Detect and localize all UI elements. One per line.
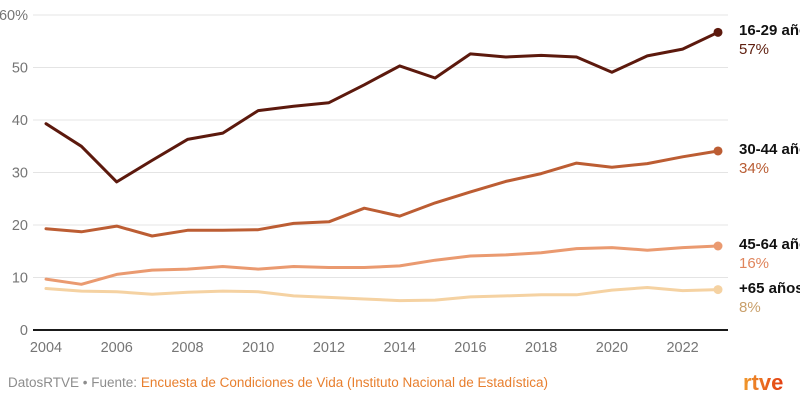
series-label-65plus: +65 años 8%: [739, 279, 800, 317]
series-endpoint-dot-45-64-a-os: [713, 241, 723, 251]
rtve-logo: rtve: [743, 370, 783, 395]
series-value-30-44: 34%: [739, 159, 770, 177]
series-name-65plus: +65 años: [739, 279, 800, 297]
series-name-30-44: 30-44 años: [739, 140, 800, 158]
y-tick-label: 20: [12, 218, 28, 234]
series-label-30-44: 30-44 años 34%: [739, 140, 800, 178]
series-label-16-29: 16-29 años 57%: [739, 21, 800, 59]
series-endpoint-dot-+65-a-os: [713, 285, 723, 295]
series-name-16-29: 16-29 años: [739, 22, 800, 40]
x-tick-label: 2010: [242, 340, 274, 356]
x-tick-label: 2022: [666, 340, 698, 356]
series-line-+65-a-os: [44, 286, 720, 303]
series-value-65plus: 8%: [739, 298, 761, 316]
footer: DatosRTVE • Fuente: Encuesta de Condicio…: [0, 362, 800, 403]
series-name-45-64: 45-64 años: [739, 236, 800, 253]
series-endpoint-dot-16-29-a-os: [713, 27, 723, 37]
series-value-16-29: 57%: [739, 41, 770, 59]
series-value-45-64: 16%: [739, 255, 770, 272]
series-line-30-44-a-os: [44, 149, 720, 238]
source-link[interactable]: Encuesta de Condiciones de Vida (Institu…: [140, 375, 549, 390]
y-tick-label: 50: [12, 61, 28, 77]
y-tick-label: 60%: [0, 8, 28, 24]
x-tick-label: 2006: [101, 340, 133, 356]
series-line-16-29-a-os: [44, 30, 720, 184]
source-credit: DatosRTVE • Fuente: Encuesta de Condicio…: [8, 375, 548, 390]
x-tick-label: 2018: [525, 340, 557, 356]
series-endpoint-dot-30-44-a-os: [713, 146, 723, 156]
y-tick-label: 10: [12, 271, 28, 287]
series-line-45-64-a-os: [44, 244, 720, 286]
rtve-logo-text: rtve: [743, 370, 783, 395]
y-tick-label: 30: [12, 166, 28, 182]
y-tick-label: 40: [12, 113, 28, 129]
y-tick-label: 0: [20, 323, 28, 339]
x-tick-label: 2014: [384, 340, 416, 356]
credit-text: DatosRTVE • Fuente:: [8, 375, 138, 390]
x-tick-label: 2016: [454, 340, 486, 356]
x-tick-label: 2008: [171, 340, 203, 356]
x-tick-label: 2004: [30, 340, 62, 356]
x-tick-label: 2012: [313, 340, 345, 356]
x-tick-label: 2020: [596, 340, 628, 356]
series-label-45-64: 45-64 años 16%: [739, 235, 800, 273]
